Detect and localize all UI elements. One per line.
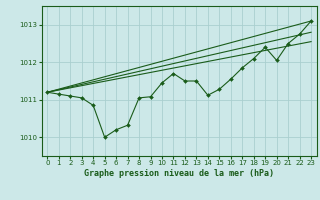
X-axis label: Graphe pression niveau de la mer (hPa): Graphe pression niveau de la mer (hPa) [84, 169, 274, 178]
